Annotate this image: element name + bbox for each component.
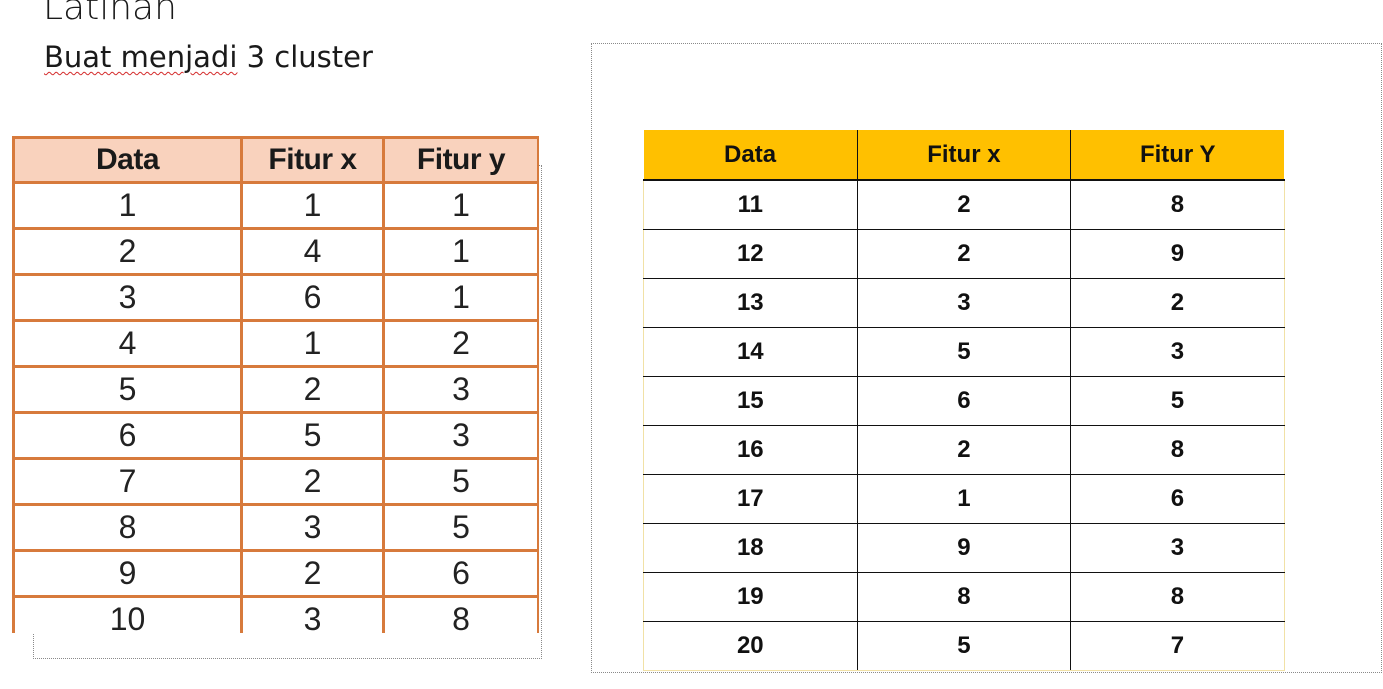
cell-fitur-x: 1 [240, 181, 385, 230]
slide-title: Latihan [43, 0, 177, 28]
cell-data: 19 [643, 572, 858, 622]
cell-fitur-x: 2 [857, 180, 1072, 230]
spellcheck-flagged-text[interactable]: Buat menjadi [44, 40, 238, 74]
cell-fitur-x: 1 [857, 474, 1072, 524]
cell-fitur-x: 9 [857, 523, 1072, 573]
table-row: 20 5 7 [643, 621, 1285, 671]
cell-fitur-x: 1 [240, 319, 385, 368]
cell-data: 16 [643, 425, 858, 475]
cell-fitur-y: 5 [1070, 376, 1285, 426]
cell-fitur-x: 3 [857, 278, 1072, 328]
table-row: 15 6 5 [643, 376, 1285, 426]
cell-data: 9 [12, 549, 243, 598]
cell-fitur-x: 2 [240, 457, 385, 506]
cell-fitur-x: 8 [857, 572, 1072, 622]
cell-fitur-y: 5 [382, 457, 539, 506]
cell-fitur-x: 2 [240, 549, 385, 598]
cell-data: 20 [643, 621, 858, 671]
cell-fitur-x: 5 [857, 621, 1072, 671]
cell-fitur-y: 8 [1070, 180, 1285, 230]
cell-fitur-y: 3 [1070, 327, 1285, 377]
table-row: 12 2 9 [643, 229, 1285, 279]
cell-fitur-x: 5 [240, 411, 385, 460]
cell-fitur-y: 3 [1070, 523, 1285, 573]
right-data-table[interactable]: Data Fitur x Fitur Y 11 2 8 12 2 9 13 3 2 14 5 3 15 6… [643, 130, 1285, 671]
cell-fitur-x: 6 [240, 273, 385, 322]
cell-fitur-y: 3 [382, 411, 539, 460]
table-header-row: Data Fitur x Fitur Y [643, 130, 1285, 181]
content-placeholder-right[interactable] [591, 43, 1382, 673]
cell-data: 3 [12, 273, 243, 322]
cell-data: 7 [12, 457, 243, 506]
table-row: 14 5 3 [643, 327, 1285, 377]
cell-fitur-y: 8 [1070, 572, 1285, 622]
header-data: Data [12, 136, 243, 184]
cell-data: 13 [643, 278, 858, 328]
cell-fitur-x: 2 [857, 425, 1072, 475]
cell-data: 11 [643, 180, 858, 230]
header-fitur-x: Fitur x [857, 130, 1072, 181]
table-header-row: Data Fitur x Fitur y [12, 136, 539, 184]
cell-fitur-y: 8 [382, 595, 539, 633]
cell-data: 5 [12, 365, 243, 414]
cell-data: 12 [643, 229, 858, 279]
table-row: 16 2 8 [643, 425, 1285, 475]
table-row: 17 1 6 [643, 474, 1285, 524]
slide-subtitle: Buat menjadi 3 cluster [44, 40, 373, 75]
header-fitur-y: Fitur y [382, 136, 539, 184]
cell-fitur-y: 1 [382, 273, 539, 322]
cell-fitur-x: 6 [857, 376, 1072, 426]
cell-data: 15 [643, 376, 858, 426]
cell-fitur-y: 2 [1070, 278, 1285, 328]
cell-data: 4 [12, 319, 243, 368]
cell-data: 6 [12, 411, 243, 460]
cell-data: 10 [12, 595, 243, 633]
cell-data: 18 [643, 523, 858, 573]
cell-data: 17 [643, 474, 858, 524]
cell-fitur-y: 5 [382, 503, 539, 552]
cell-fitur-y: 8 [1070, 425, 1285, 475]
cell-fitur-y: 7 [1070, 621, 1285, 671]
table-row: 13 3 2 [643, 278, 1285, 328]
header-data: Data [643, 130, 858, 181]
cell-fitur-y: 3 [382, 365, 539, 414]
table-row: 11 2 8 [643, 180, 1285, 230]
cell-fitur-y: 6 [1070, 474, 1285, 524]
subtitle-rest: 3 cluster [237, 40, 373, 74]
cell-fitur-x: 2 [240, 365, 385, 414]
header-fitur-y: Fitur Y [1070, 130, 1285, 181]
cell-fitur-y: 1 [382, 181, 539, 230]
cell-fitur-x: 5 [857, 327, 1072, 377]
header-fitur-x: Fitur x [240, 136, 385, 184]
cell-fitur-y: 2 [382, 319, 539, 368]
cell-data: 14 [643, 327, 858, 377]
cell-fitur-x: 3 [240, 595, 385, 633]
cell-fitur-y: 1 [382, 227, 539, 276]
cell-fitur-y: 9 [1070, 229, 1285, 279]
cell-data: 8 [12, 503, 243, 552]
table-row: 10 3 8 [12, 595, 539, 633]
cell-fitur-x: 2 [857, 229, 1072, 279]
table-row: 18 9 3 [643, 523, 1285, 573]
table-row: 19 8 8 [643, 572, 1285, 622]
cell-fitur-x: 4 [240, 227, 385, 276]
cell-data: 1 [12, 181, 243, 230]
cell-fitur-y: 6 [382, 549, 539, 598]
cell-fitur-x: 3 [240, 503, 385, 552]
cell-data: 2 [12, 227, 243, 276]
